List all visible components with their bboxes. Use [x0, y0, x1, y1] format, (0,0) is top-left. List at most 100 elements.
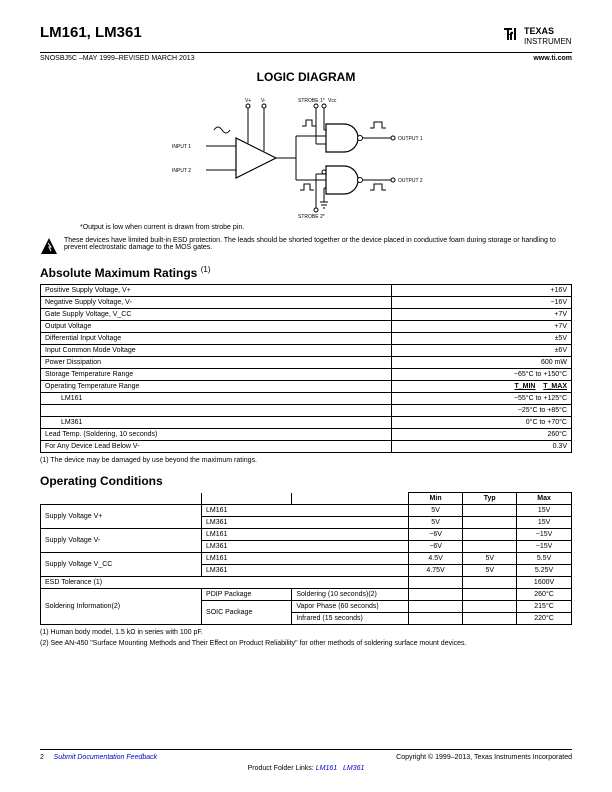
op-cond-note2: (2) See AN-450 "Surface Mounting Methods… [40, 640, 572, 647]
footer: 2 Submit Documentation Feedback Copyrigh… [40, 749, 572, 772]
svg-text:V+: V+ [245, 98, 251, 104]
oc-sub: LM361 [202, 517, 409, 529]
oc-param: Supply Voltage V+ [41, 505, 202, 529]
abs-param: LM161 [41, 393, 392, 405]
oc-min: 5V [408, 517, 463, 529]
abs-param: Power Dissipation [41, 357, 392, 369]
esd-icon [40, 237, 58, 255]
abs-val: +16V [392, 285, 572, 297]
abs-val: 0.3V [392, 441, 572, 453]
abs-val: −65°C to +150°C [392, 369, 572, 381]
ti-text-top: TEXAS [524, 26, 554, 36]
abs-max-footnote: (1) The device may be damaged by use bey… [40, 457, 572, 464]
oc-max: 5.25V [517, 565, 572, 577]
op-cond-note1: (1) Human body model, 1.5 kΩ in series w… [40, 629, 572, 636]
svg-text:Vcc: Vcc [328, 98, 337, 104]
oc-max: 15V [517, 505, 572, 517]
oc-max: 220°C [517, 613, 572, 625]
abs-val: +7V [392, 309, 572, 321]
oc-sub: LM161 [202, 529, 409, 541]
oc-cond: Infrared (15 seconds) [292, 613, 408, 625]
abs-param: Differential Input Voltage [41, 333, 392, 345]
oc-col-min: Min [408, 493, 463, 505]
oc-sub: LM361 [202, 541, 409, 553]
page-number: 2 [40, 754, 44, 761]
svg-text:STROBE 2*: STROBE 2* [298, 214, 325, 218]
oc-typ: 5V [463, 565, 517, 577]
oc-param: Supply Voltage V- [41, 529, 202, 553]
svg-text:INPUT 2: INPUT 2 [172, 168, 191, 174]
oc-col-typ: Typ [463, 493, 517, 505]
oc-blank [292, 493, 408, 505]
abs-param: For Any Device Lead Below V- [41, 441, 392, 453]
oc-typ: 5V [463, 553, 517, 565]
oc-max: −15V [517, 541, 572, 553]
op-cond-title: Operating Conditions [40, 474, 572, 488]
oc-blank [41, 493, 202, 505]
oc-min: −6V [408, 541, 463, 553]
oc-max: 5.5V [517, 553, 572, 565]
oc-param: ESD Tolerance (1) [41, 577, 409, 589]
svg-text:INPUT 1: INPUT 1 [172, 144, 191, 150]
abs-val: 0°C to +70°C [392, 417, 572, 429]
svg-text:OUTPUT 2: OUTPUT 2 [398, 178, 423, 184]
doc-code: SNOSBJ5C –MAY 1999–REVISED MARCH 2013 [40, 55, 195, 62]
link-lm361[interactable]: LM361 [343, 765, 364, 772]
abs-param: Operating Temperature Range [41, 381, 392, 393]
link-lm161[interactable]: LM161 [316, 765, 337, 772]
abs-param: Lead Temp. (Soldering, 10 seconds) [41, 429, 392, 441]
oc-typ [463, 577, 517, 589]
diagram-note: *Output is low when current is drawn fro… [80, 224, 572, 231]
copyright: Copyright © 1999–2013, Texas Instruments… [396, 754, 572, 761]
oc-blank [202, 493, 292, 505]
svg-text:STROBE 1*: STROBE 1* [298, 98, 325, 104]
oc-sub: PDIP Package [202, 589, 292, 601]
ti-text-bottom: INSTRUMENTS [524, 37, 572, 46]
oc-min: −6V [408, 529, 463, 541]
product-folder-label: Product Folder Links: [248, 765, 314, 772]
abs-val: ±6V [392, 345, 572, 357]
abs-param: Output Voltage [41, 321, 392, 333]
logic-diagram-title: LOGIC DIAGRAM [40, 70, 572, 84]
oc-typ [463, 505, 517, 517]
abs-param: Gate Supply Voltage, V_CC [41, 309, 392, 321]
abs-val: 600 mW [392, 357, 572, 369]
oc-col-max: Max [517, 493, 572, 505]
abs-param [41, 405, 392, 417]
oc-max: −15V [517, 529, 572, 541]
oc-param: Soldering Information(2) [41, 589, 202, 625]
oc-max: 215°C [517, 601, 572, 613]
oc-min: 4.5V [408, 553, 463, 565]
site-url: www.ti.com [533, 55, 572, 62]
abs-max-title: Absolute Maximum Ratings (1) [40, 265, 572, 280]
feedback-link[interactable]: Submit Documentation Feedback [54, 754, 158, 761]
ti-logo: TEXAS INSTRUMENTS [502, 24, 572, 48]
oc-min: 4.75V [408, 565, 463, 577]
header: LM161, LM361 TEXAS INSTRUMENTS [40, 24, 572, 48]
abs-val: ±5V [392, 333, 572, 345]
oc-sub: LM361 [202, 565, 409, 577]
oc-typ [463, 517, 517, 529]
oc-cond: Soldering (10 seconds)(2) [292, 589, 408, 601]
oc-min [408, 577, 463, 589]
abs-val: −16V [392, 297, 572, 309]
svg-text:OUTPUT 1: OUTPUT 1 [398, 136, 423, 142]
abs-param: Negative Supply Voltage, V- [41, 297, 392, 309]
abs-val: +7V [392, 321, 572, 333]
abs-val: −25°C to +85°C [392, 405, 572, 417]
abs-max-table: Positive Supply Voltage, V++16VNegative … [40, 284, 572, 453]
page: LM161, LM361 TEXAS INSTRUMENTS SNOSBJ5C … [0, 0, 612, 792]
subheader: SNOSBJ5C –MAY 1999–REVISED MARCH 2013 ww… [40, 55, 572, 62]
oc-max: 15V [517, 517, 572, 529]
oc-min: 5V [408, 505, 463, 517]
oc-sub: LM161 [202, 505, 409, 517]
abs-val: T_MIN T_MAX [392, 381, 572, 393]
oc-typ [463, 529, 517, 541]
oc-max: 260°C [517, 589, 572, 601]
oc-param: Supply Voltage V_CC [41, 553, 202, 577]
oc-max: 1600V [517, 577, 572, 589]
oc-typ [463, 541, 517, 553]
abs-val: −55°C to +125°C [392, 393, 572, 405]
esd-note: These devices have limited built-in ESD … [40, 237, 572, 255]
op-cond-table: Min Typ Max Supply Voltage V+ LM161 5V 15… [40, 492, 572, 625]
